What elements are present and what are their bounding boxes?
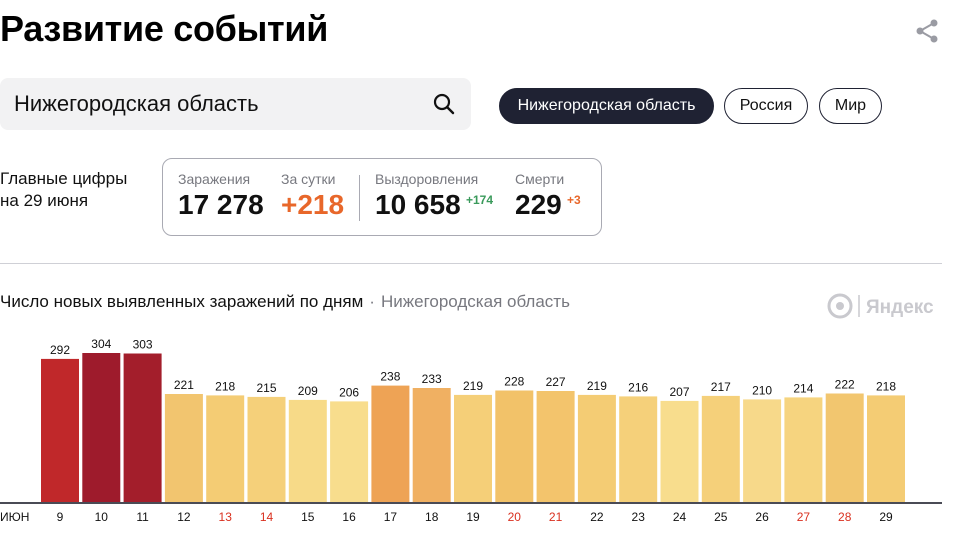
- region-search[interactable]: Нижегородская область: [0, 78, 471, 130]
- deaths-delta: +3: [567, 193, 581, 207]
- tab-nizhny-novgorod[interactable]: Нижегородская область: [499, 88, 714, 124]
- bar-16[interactable]: [330, 401, 369, 503]
- yandex-watermark: Яндекс: [827, 293, 934, 319]
- bar-value-label: 215: [256, 381, 276, 395]
- infections-label: Заражения: [178, 171, 251, 187]
- title-separator: ·: [369, 292, 375, 311]
- main-figures-date: на 29 июня: [0, 191, 89, 210]
- bar-value-label: 207: [669, 385, 689, 399]
- chart-subtitle: Нижегородская область: [380, 292, 570, 311]
- month-label: июн: [0, 510, 29, 524]
- bar-19[interactable]: [454, 394, 492, 503]
- x-tick-label: 29: [879, 510, 893, 524]
- bar-20[interactable]: [495, 390, 534, 504]
- x-tick-label: 17: [384, 510, 398, 524]
- bar-23[interactable]: [619, 396, 658, 503]
- deaths-label: Смерти: [515, 171, 565, 187]
- bar-24[interactable]: [660, 400, 699, 503]
- tab-russia[interactable]: Россия: [724, 88, 808, 124]
- bar-value-label: 219: [587, 379, 607, 393]
- bar-27[interactable]: [784, 397, 823, 503]
- bar-value-label: 227: [546, 375, 566, 389]
- x-tick-label: 28: [838, 510, 852, 524]
- bar-12[interactable]: [164, 394, 203, 503]
- recovered-label: Выздоровления: [375, 171, 479, 187]
- x-tick-label: 13: [219, 510, 233, 524]
- tick-labels-group: 9 10 11 12 13 14 15 16 17 18 19 20 21 22 23 24 25 26 27 28 2…: [57, 510, 893, 524]
- bar-value-label: 218: [215, 379, 235, 393]
- bar-value-label: 217: [711, 380, 731, 394]
- bar-29[interactable]: [867, 395, 905, 503]
- share-icon[interactable]: [914, 18, 940, 44]
- bar-17[interactable]: [371, 385, 410, 503]
- bar-value-label: 214: [793, 381, 813, 395]
- bar-10[interactable]: [82, 353, 121, 503]
- bar-15[interactable]: [288, 399, 327, 503]
- x-tick-label: 10: [95, 510, 109, 524]
- bar-26[interactable]: [743, 399, 782, 503]
- bar-value-label: 206: [339, 385, 359, 399]
- bar-28[interactable]: [825, 393, 864, 504]
- section-divider: [0, 263, 942, 264]
- bar-value-label: 216: [628, 380, 648, 394]
- x-tick-label: 24: [673, 510, 687, 524]
- bar-value-label: 292: [50, 343, 70, 357]
- bar-value-label: 218: [876, 379, 896, 393]
- x-tick-label: 26: [755, 510, 769, 524]
- bars-group: 292 304 303 221 218 215 209 206 238 233 219 228 227 2…: [41, 337, 905, 503]
- chart-title: Число новых выявленных заражений по дням…: [0, 292, 570, 312]
- x-tick-label: 14: [260, 510, 274, 524]
- search-input[interactable]: Нижегородская область: [14, 91, 259, 116]
- bar-value-label: 219: [463, 379, 483, 393]
- x-tick-label: 9: [57, 510, 64, 524]
- deaths-value: 229: [515, 189, 562, 220]
- bar-value-label: 221: [174, 378, 194, 392]
- stats-divider: [359, 175, 360, 221]
- x-tick-label: 20: [508, 510, 522, 524]
- recovered-delta: +174: [466, 193, 494, 207]
- yandex-logo-text: Яндекс: [866, 297, 934, 318]
- bar-value-label: 233: [422, 372, 442, 386]
- bar-18[interactable]: [412, 388, 451, 503]
- x-tick-label: 11: [136, 510, 149, 524]
- bar-value-label: 228: [504, 375, 524, 389]
- bar-14[interactable]: [247, 396, 286, 503]
- chart-title-text: Число новых выявленных заражений по дням: [0, 292, 364, 311]
- bar-value-label: 222: [835, 378, 855, 392]
- recovered-value: 10 658: [375, 189, 461, 220]
- x-tick-label: 12: [177, 510, 191, 524]
- tab-world[interactable]: Мир: [819, 88, 882, 124]
- bar-value-label: 209: [298, 384, 318, 398]
- page-title: Развитие событий: [0, 8, 329, 49]
- bar-22[interactable]: [577, 394, 616, 503]
- search-icon[interactable]: [432, 92, 456, 116]
- bar-25[interactable]: [701, 395, 740, 503]
- bar-21[interactable]: [536, 391, 575, 503]
- x-tick-label: 25: [714, 510, 728, 524]
- bar-value-label: 304: [91, 337, 111, 351]
- yandex-logo-icon: [827, 293, 853, 319]
- bar-13[interactable]: [206, 395, 245, 503]
- daily-value: +218: [281, 189, 345, 220]
- x-tick-label: 18: [425, 510, 439, 524]
- bar-value-label: 238: [380, 370, 400, 384]
- x-tick-label: 15: [301, 510, 315, 524]
- bar-9[interactable]: [41, 358, 79, 503]
- main-figures-title: Главные цифры: [0, 169, 128, 188]
- x-tick-label: 19: [466, 510, 480, 524]
- x-tick-label: 16: [342, 510, 356, 524]
- bar-11[interactable]: [123, 353, 162, 504]
- x-tick-label: 27: [797, 510, 811, 524]
- bar-value-label: 303: [133, 338, 153, 352]
- x-tick-label: 23: [632, 510, 646, 524]
- daily-label: За сутки: [281, 171, 336, 187]
- stats-panel: Заражения 17 278 За сутки +218 Выздоровл…: [162, 158, 602, 236]
- main-figures-label: Главные цифры на 29 июня: [0, 168, 127, 212]
- x-tick-label: 22: [590, 510, 604, 524]
- infections-value: 17 278: [178, 189, 264, 220]
- bar-value-label: 210: [752, 383, 772, 397]
- x-tick-label: 21: [549, 510, 563, 524]
